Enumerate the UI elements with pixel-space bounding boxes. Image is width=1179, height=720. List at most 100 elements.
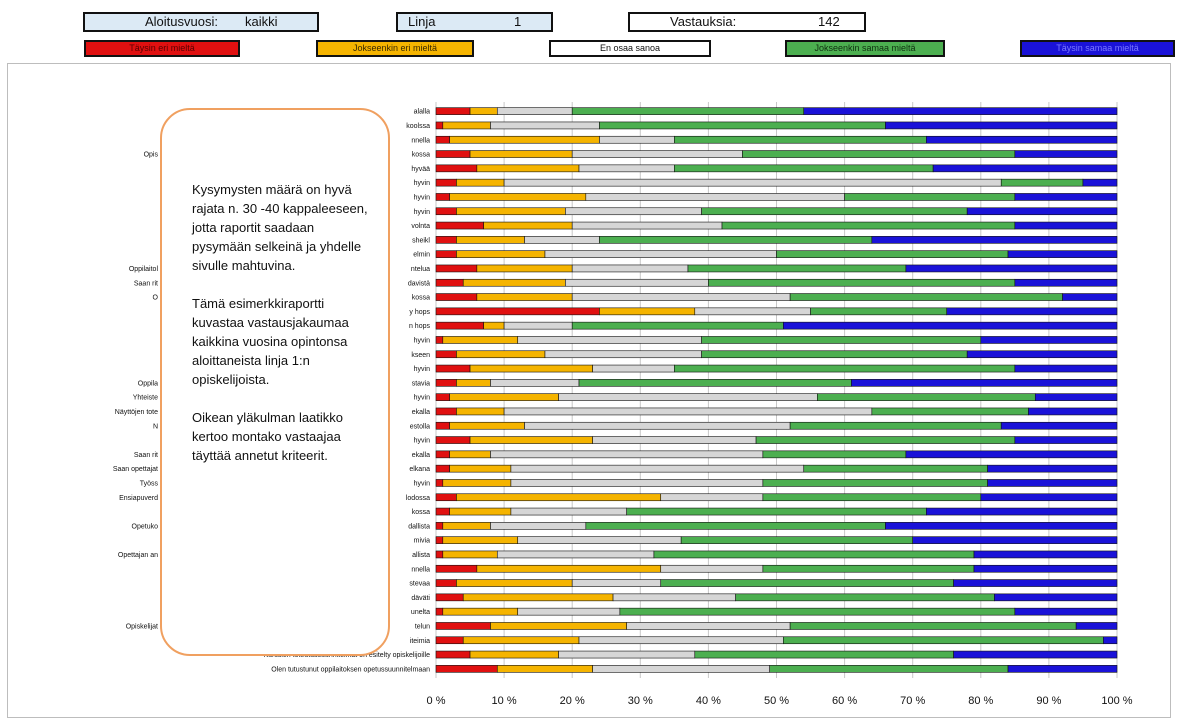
bar-segment bbox=[660, 564, 764, 573]
bar-segment bbox=[435, 665, 498, 673]
category-label: elkana bbox=[409, 466, 430, 473]
bar-segment bbox=[449, 450, 491, 459]
bar-segment bbox=[701, 336, 982, 344]
bar-segment bbox=[578, 636, 784, 645]
start-year-box: Aloitusvuosi: kaikki bbox=[83, 12, 319, 32]
bar-segment bbox=[435, 293, 478, 301]
x-tick-label: 100 % bbox=[1101, 695, 1132, 707]
bar-segment bbox=[762, 450, 907, 459]
bar-segment bbox=[442, 607, 519, 616]
bar-segment bbox=[926, 507, 1118, 516]
bar-segment bbox=[503, 407, 873, 416]
category-label: hyvin bbox=[414, 438, 430, 445]
bar-segment bbox=[449, 193, 587, 201]
bar-segment bbox=[701, 350, 968, 359]
category-label: unelta bbox=[411, 609, 430, 616]
bar-segment bbox=[844, 193, 1016, 201]
bar-segment bbox=[571, 107, 805, 115]
bar-segment bbox=[1014, 150, 1118, 158]
category-label: elmin bbox=[413, 252, 430, 259]
category-label: kossa bbox=[412, 295, 430, 302]
bar-segment bbox=[1082, 178, 1118, 187]
bar-segment bbox=[469, 436, 593, 444]
category-label: ntelua bbox=[411, 266, 430, 273]
bar-segment bbox=[449, 421, 525, 430]
category-label-fragment: Oppilaitol bbox=[129, 266, 159, 273]
bar-segment bbox=[1000, 178, 1084, 187]
category-label: hyvin bbox=[414, 366, 430, 373]
bar-segment bbox=[789, 622, 1077, 630]
bar-segment bbox=[435, 550, 444, 559]
category-label: allista bbox=[412, 552, 430, 559]
bar-segment bbox=[803, 107, 1118, 115]
category-label: stavia bbox=[412, 380, 430, 387]
response-count-value: 142 bbox=[818, 14, 840, 29]
bar-segment bbox=[462, 278, 566, 287]
bar-segment bbox=[456, 350, 546, 359]
category-label-fragment: Saan rit bbox=[134, 452, 158, 459]
bar-segment bbox=[469, 107, 498, 115]
bar-segment bbox=[490, 450, 764, 459]
bar-segment bbox=[680, 536, 913, 544]
bar-segment bbox=[490, 622, 627, 630]
bar-segment bbox=[449, 507, 512, 516]
bar-segment bbox=[442, 479, 512, 487]
category-label: hyvin bbox=[414, 209, 430, 216]
category-label: ekalla bbox=[412, 409, 430, 416]
bar-segment bbox=[1014, 193, 1118, 201]
bar-segment bbox=[674, 135, 927, 144]
response-count-box: Vastauksia: 142 bbox=[628, 12, 866, 32]
category-label: hyvin bbox=[414, 395, 430, 402]
legend-somewhat-disagree: Jokseenkin eri mieltä bbox=[316, 40, 474, 57]
bar-segment bbox=[926, 135, 1118, 144]
bar-segment bbox=[674, 164, 934, 173]
bar-segment bbox=[469, 150, 573, 158]
bar-segment bbox=[496, 107, 573, 115]
bar-segment bbox=[435, 579, 457, 587]
callout-note: Kysymysten määrä on hyvä rajata n. 30 -4… bbox=[160, 108, 390, 656]
bar-segment bbox=[517, 536, 682, 544]
legend-somewhat-agree: Jokseenkin samaa mieltä bbox=[785, 40, 945, 57]
bar-segment bbox=[626, 507, 927, 516]
category-label: hyvin bbox=[414, 480, 430, 487]
category-label: n hops bbox=[409, 323, 431, 330]
bar-segment bbox=[435, 307, 600, 316]
category-label-fragment: O bbox=[153, 295, 159, 302]
category-label: hyvin bbox=[414, 194, 430, 201]
bar-segment bbox=[442, 550, 498, 559]
category-label: hyvin bbox=[414, 180, 430, 187]
legend-dont-know: En osaa sanoa bbox=[549, 40, 711, 57]
callout-paragraph-1: Kysymysten määrä on hyvä rajata n. 30 -4… bbox=[192, 182, 368, 273]
legend-somewhat-agree-label: Jokseenkin samaa mieltä bbox=[814, 43, 916, 53]
bar-segment bbox=[571, 293, 791, 301]
bar-segment bbox=[524, 236, 600, 244]
category-label: alalla bbox=[414, 109, 430, 116]
category-label: kossa bbox=[412, 509, 430, 516]
x-tick-label: 30 % bbox=[628, 695, 653, 707]
bar-segment bbox=[578, 164, 675, 173]
bar-segment bbox=[435, 607, 444, 616]
bar-segment bbox=[517, 336, 702, 344]
bar-segment bbox=[435, 407, 457, 416]
category-label: koolssa bbox=[406, 123, 430, 130]
bar-segment bbox=[435, 336, 444, 344]
bar-segment bbox=[435, 379, 457, 387]
bar-segment bbox=[592, 436, 757, 444]
bar-segment bbox=[694, 650, 954, 659]
bar-segment bbox=[571, 321, 784, 330]
legend-dont-know-label: En osaa sanoa bbox=[599, 43, 661, 53]
category-label: lodossa bbox=[406, 495, 430, 502]
bar-segment bbox=[701, 207, 968, 216]
bar-segment bbox=[510, 507, 627, 516]
bar-segment bbox=[435, 593, 464, 602]
category-label: Olen tutustunut oppilaitoksen opetussuun… bbox=[271, 666, 430, 673]
category-label-fragment: Saan rit bbox=[134, 280, 158, 287]
callout-paragraph-3: Oikean yläkulman laatikko kertoo montako… bbox=[192, 410, 344, 463]
x-tick-label: 90 % bbox=[1036, 695, 1061, 707]
bar-segment bbox=[571, 221, 723, 230]
bar-segment bbox=[776, 250, 1009, 258]
bar-segment bbox=[490, 522, 587, 530]
bar-segment bbox=[490, 121, 600, 130]
bar-segment bbox=[456, 379, 491, 387]
bar-segment bbox=[687, 264, 907, 273]
